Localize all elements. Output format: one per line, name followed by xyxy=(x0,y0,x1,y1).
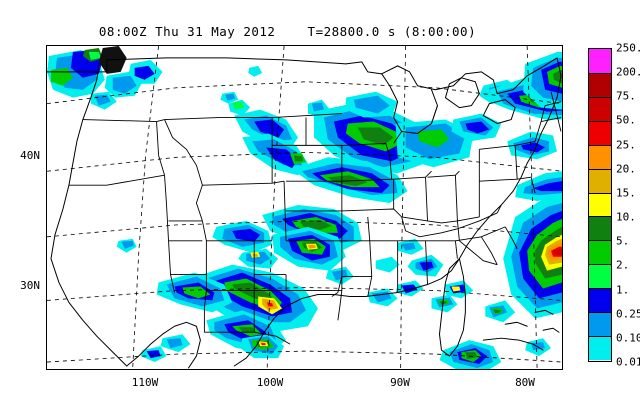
colorbar-band xyxy=(589,264,611,289)
ytick-label: 30N xyxy=(20,279,40,292)
colorbar-band xyxy=(589,312,611,337)
colorbar-band xyxy=(589,144,611,169)
ytick-label: 40N xyxy=(20,149,40,162)
colorbar-band xyxy=(589,120,611,145)
colorbar-band xyxy=(589,240,611,265)
colorbar-tick-label: 0.25 xyxy=(616,307,640,321)
xtick-label: 90W xyxy=(390,376,410,389)
precip-cell-upper-mississippi xyxy=(292,91,474,204)
colorbar-band xyxy=(589,336,611,360)
map-plot-area[interactable] xyxy=(46,45,563,370)
xtick-label: 80W xyxy=(515,376,535,389)
xtick-label: 110W xyxy=(131,376,159,389)
colorbar-tick-label: 15. xyxy=(616,186,636,200)
precip-cell-southwest xyxy=(116,238,191,363)
colorbar-band xyxy=(589,288,611,313)
xtick-label: 100W xyxy=(256,376,284,389)
colorbar-band xyxy=(589,216,611,241)
colorbar-tick-label: 75. xyxy=(616,89,636,103)
precip-cell-southeast xyxy=(325,238,516,323)
map-graticule xyxy=(47,46,562,369)
map-canvas xyxy=(47,46,562,369)
precipitation-colorbar[interactable] xyxy=(588,48,612,362)
precip-cell-missouri-kansas xyxy=(212,205,362,271)
colorbar-tick-label: 0.01 xyxy=(616,355,640,369)
colorbar-band xyxy=(589,49,611,73)
colorbar-band xyxy=(589,96,611,121)
colorbar-tick-label: 200. xyxy=(616,65,640,79)
precip-cell-pacific-northwest xyxy=(47,46,163,110)
colorbar-tick-label: 20. xyxy=(616,162,636,176)
colorbar-tick-label: 0.10 xyxy=(616,331,640,345)
colorbar-tick-label: 5. xyxy=(616,234,630,248)
colorbar-band xyxy=(589,72,611,97)
colorbar-tick-label: 10. xyxy=(616,210,636,224)
colorbar-tick-label: 2. xyxy=(616,258,630,272)
figure-title: 08:00Z Thu 31 May 2012 T=28800.0 s (8:00… xyxy=(98,24,477,39)
precipitation-field xyxy=(47,46,562,369)
colorbar-band xyxy=(589,192,611,217)
precip-cell-florida xyxy=(439,338,552,369)
colorbar-tick-label: 25. xyxy=(616,138,636,152)
colorbar-tick-label: 1. xyxy=(616,283,630,297)
colorbar-tick-label: 250. xyxy=(616,41,640,55)
precip-cell-nebraska xyxy=(228,99,330,176)
colorbar-tick-label: 50. xyxy=(616,113,636,127)
colorbar-band xyxy=(589,168,611,193)
map-state-borders xyxy=(68,91,562,345)
